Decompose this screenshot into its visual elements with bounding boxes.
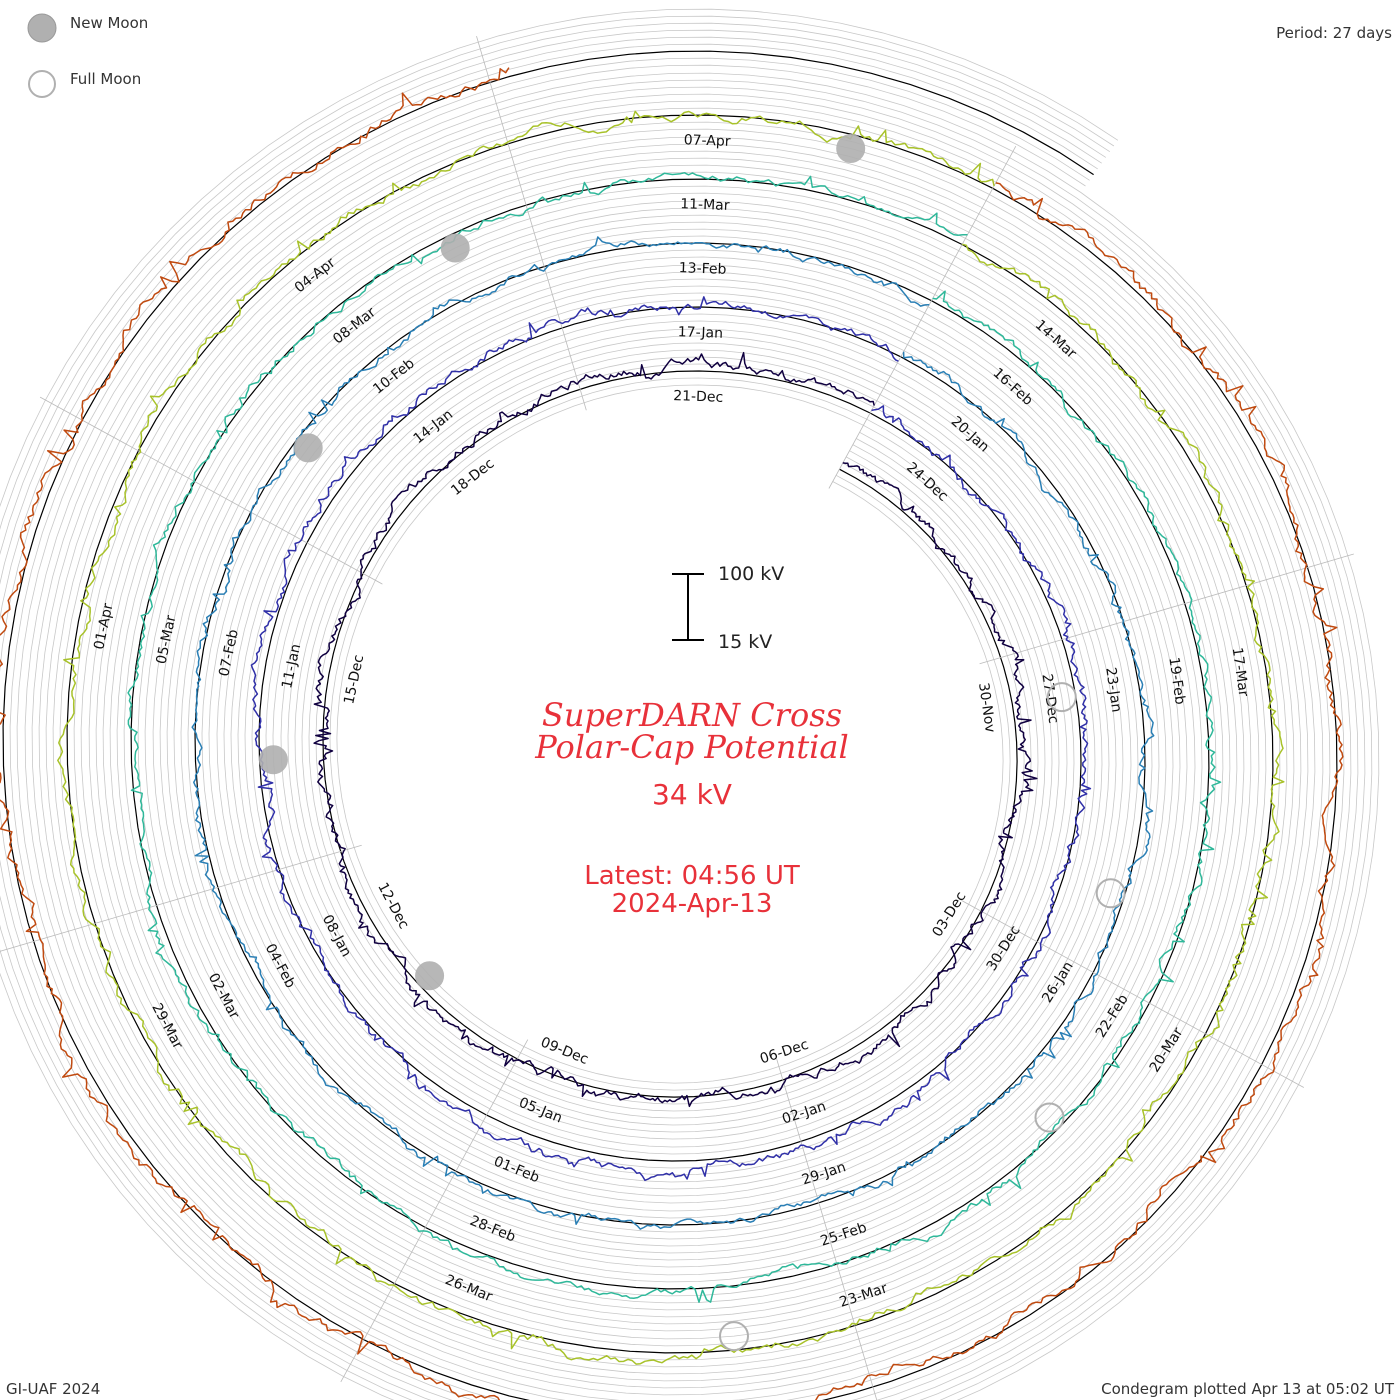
full-moon-legend-icon <box>28 70 56 98</box>
series-line-3 <box>191 236 1155 1230</box>
full-moon-marker <box>719 1321 749 1352</box>
spiral-grid-ring <box>9 57 1331 1400</box>
date-label: 15-Dec <box>341 653 367 705</box>
current-value: 34 kV <box>652 778 732 811</box>
date-label: 13-Feb <box>679 260 727 278</box>
full-moon-marker <box>1046 682 1077 713</box>
new-moon-marker <box>293 433 323 463</box>
date-label: 02-Mar <box>205 971 242 1022</box>
scale-bottom-label: 15 kV <box>718 631 772 653</box>
date-label: 04-Feb <box>262 941 299 991</box>
date-label: 12-Dec <box>374 880 412 932</box>
spiral-grid-ring <box>0 22 1366 1400</box>
new-moon-marker <box>440 233 470 263</box>
date-label: 06-Dec <box>758 1037 810 1068</box>
chart-title-line2: Polar-Cap Potential <box>534 728 848 766</box>
day-spokes <box>0 35 1354 1400</box>
day-spoke <box>828 146 1017 489</box>
date-label: 07-Feb <box>216 628 242 678</box>
day-spoke <box>476 35 587 411</box>
series-line-1 <box>313 351 1038 1108</box>
spiral-grid-ring <box>0 43 1345 1400</box>
full-moon-marker <box>1095 878 1126 909</box>
ring-grid <box>0 8 1380 1400</box>
latest-time: Latest: 04:56 UT <box>584 861 800 891</box>
series-line-6 <box>0 67 1344 1400</box>
latest-date: 2024-Apr-13 <box>612 889 773 919</box>
full-moon-marker <box>1034 1102 1065 1133</box>
day-spoke <box>39 396 383 585</box>
new-moon-marker <box>836 134 866 163</box>
scale-top-label: 100 kV <box>718 563 784 585</box>
day-spoke <box>0 844 362 952</box>
new-moon-marker <box>258 745 288 775</box>
day-spoke <box>961 900 1304 1088</box>
day-spoke <box>776 1058 878 1400</box>
period-label: Period: 27 days <box>1276 24 1392 42</box>
day-spoke <box>340 1039 529 1383</box>
spiral-grid-ring <box>0 29 1359 1400</box>
date-label: 11-Mar <box>680 196 730 214</box>
date-label: 07-Apr <box>683 132 731 150</box>
new-moon-marker <box>415 961 445 991</box>
spiral-grid-ring <box>0 36 1352 1400</box>
date-label: 30-Nov <box>975 682 998 734</box>
date-label: 17-Mar <box>1229 646 1252 697</box>
full-moon-legend-label: Full Moon <box>70 70 141 88</box>
scale-bar: 100 kV 15 kV <box>672 563 784 653</box>
series-line-5 <box>57 110 1285 1365</box>
spiral-grid-ring <box>0 8 1380 1400</box>
new-moon-legend-label: New Moon <box>70 14 148 32</box>
date-label: 17-Jan <box>678 324 724 342</box>
date-label: 05-Mar <box>154 614 180 666</box>
spiral-grid-ring <box>0 15 1373 1400</box>
chart-title-line1: SuperDARN Cross <box>542 696 842 734</box>
date-label: 23-Jan <box>1102 666 1124 713</box>
date-label: 01-Feb <box>491 1154 541 1187</box>
date-label: 26-Jan <box>1039 959 1077 1006</box>
moon-marker-layer <box>258 134 1126 1352</box>
date-label: 02-Jan <box>780 1098 828 1127</box>
series-line-2 <box>250 296 1092 1182</box>
date-label: 19-Feb <box>1165 656 1187 706</box>
date-label: 01-Apr <box>91 602 116 651</box>
date-label: 09-Dec <box>538 1034 590 1068</box>
series-layer <box>0 67 1344 1400</box>
day-spoke <box>979 553 1354 665</box>
date-label: 27-Dec <box>1039 673 1062 725</box>
new-moon-legend-icon <box>27 13 57 43</box>
series-line-4 <box>127 172 1222 1303</box>
credit-label: GI-UAF 2024 <box>6 1380 100 1398</box>
date-label: 21-Dec <box>673 388 723 406</box>
plotted-label: Condegram plotted Apr 13 at 05:02 UT <box>1101 1380 1395 1398</box>
spiral-grid-ring <box>16 64 1324 1400</box>
